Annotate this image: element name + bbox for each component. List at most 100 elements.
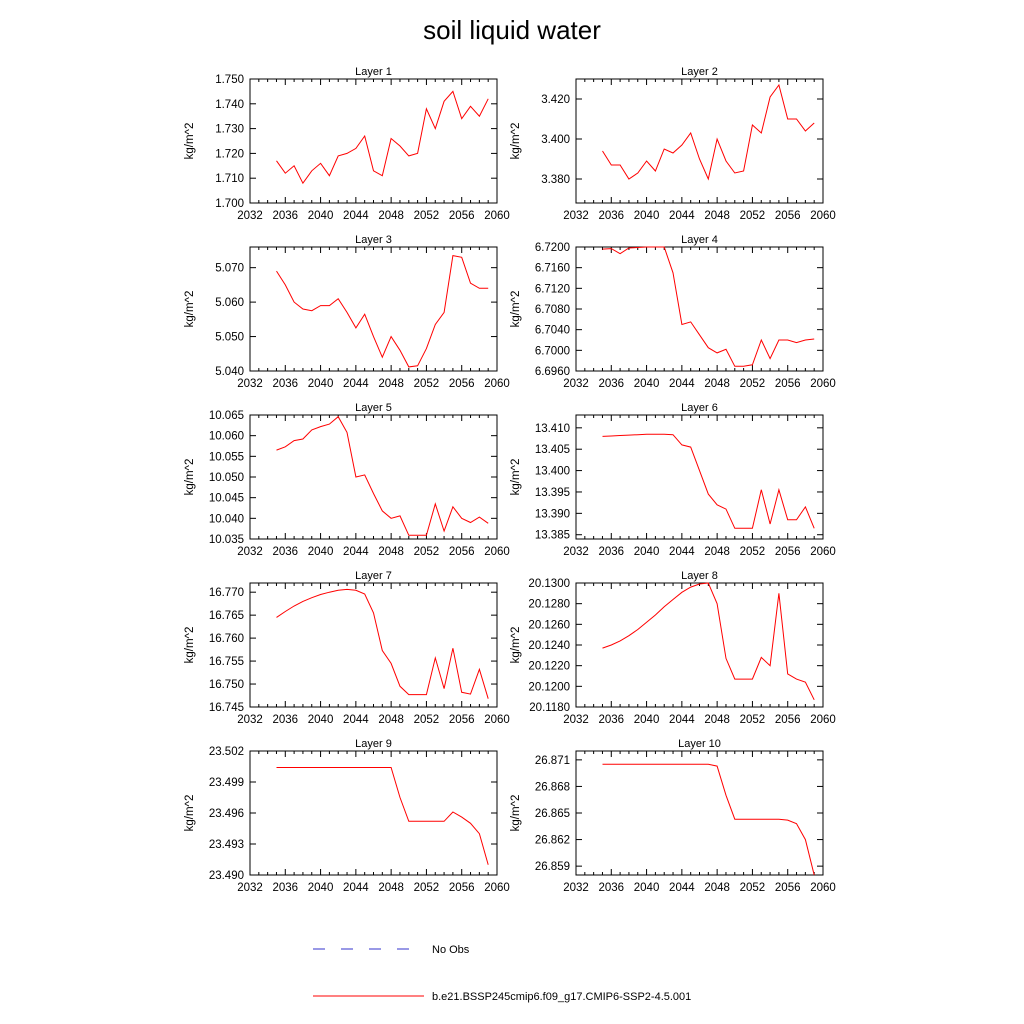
y-tick-label: 5.050 — [215, 332, 244, 344]
x-tick-label: 2040 — [308, 210, 334, 222]
x-tick-label: 2048 — [704, 210, 730, 222]
plot-frame — [249, 78, 498, 204]
x-tick-label: 2040 — [634, 378, 660, 390]
panel-title: Layer 7 — [355, 570, 392, 582]
y-tick-label: 13.390 — [535, 508, 570, 520]
x-tick-label: 2052 — [414, 714, 440, 726]
panel-title: Layer 1 — [355, 66, 392, 78]
y-tick-label: 1.750 — [215, 74, 244, 86]
y-tick-label: 10.045 — [209, 493, 244, 505]
x-tick-label: 2048 — [704, 546, 730, 558]
panels-grid: Layer 1 kg/m^2 2032 2036 2040 2044 2048 2052 205… — [184, 66, 836, 894]
y-tick-label: 13.395 — [535, 487, 570, 499]
y-tick-label: 20.1300 — [528, 578, 570, 590]
x-tick-label: 2060 — [484, 210, 510, 222]
x-tick-label: 2040 — [308, 714, 334, 726]
x-tick-label: 2036 — [598, 882, 624, 894]
x-tick-label: 2048 — [378, 210, 404, 222]
y-tick-label: 5.070 — [215, 263, 244, 275]
x-tick-label: 2052 — [740, 546, 766, 558]
x-tick-label: 2036 — [598, 210, 624, 222]
panel-5: Layer 5 kg/m^2 2032 2036 2040 2044 2048 2052 205… — [184, 402, 510, 558]
y-tick-label: 1.730 — [215, 124, 244, 136]
y-tick-label: 16.750 — [209, 679, 244, 691]
plot-frame — [575, 582, 824, 708]
y-tick-label: 13.405 — [535, 444, 570, 456]
x-tick-label: 2060 — [484, 378, 510, 390]
y-axis-label: kg/m^2 — [184, 459, 196, 496]
legend-obs-label: No Obs — [432, 944, 470, 956]
x-tick-label: 2044 — [669, 882, 695, 894]
x-tick-label: 2044 — [343, 546, 369, 558]
y-tick-label: 26.865 — [535, 808, 570, 820]
y-tick-label: 5.060 — [215, 297, 244, 309]
y-axis-label: kg/m^2 — [184, 123, 196, 160]
x-tick-label: 2060 — [810, 882, 836, 894]
y-axis-label: kg/m^2 — [510, 123, 522, 160]
series-line — [602, 83, 815, 181]
y-tick-label: 1.720 — [215, 148, 244, 160]
y-tick-label: 6.7000 — [535, 345, 570, 357]
x-tick-label: 2056 — [449, 546, 475, 558]
x-tick-label: 2032 — [237, 882, 263, 894]
y-tick-label: 1.740 — [215, 99, 244, 111]
y-tick-label: 1.700 — [215, 198, 244, 210]
panel-8: Layer 8 kg/m^2 2032 2036 2040 2044 2048 2052 205… — [510, 570, 836, 726]
x-tick-label: 2048 — [378, 546, 404, 558]
panel-4: Layer 4 kg/m^2 2032 2036 2040 2044 2048 2052 205… — [510, 234, 836, 390]
y-tick-label: 10.065 — [209, 410, 244, 422]
x-tick-label: 2052 — [414, 546, 440, 558]
y-tick-label: 13.400 — [535, 466, 570, 478]
series-line — [276, 767, 489, 865]
panel-6: Layer 6 kg/m^2 2032 2036 2040 2044 2048 2052 205… — [510, 402, 836, 558]
y-tick-label: 10.035 — [209, 534, 244, 546]
x-tick-label: 2060 — [810, 210, 836, 222]
x-tick-label: 2048 — [378, 714, 404, 726]
y-tick-label: 3.400 — [541, 134, 570, 146]
x-tick-label: 2056 — [449, 714, 475, 726]
y-tick-label: 6.7120 — [535, 283, 570, 295]
y-tick-label: 20.1280 — [528, 599, 570, 611]
x-tick-label: 2040 — [634, 210, 660, 222]
x-tick-label: 2052 — [740, 714, 766, 726]
x-tick-label: 2056 — [775, 546, 801, 558]
y-tick-label: 10.040 — [209, 513, 244, 525]
x-tick-label: 2060 — [484, 714, 510, 726]
x-tick-label: 2056 — [449, 210, 475, 222]
panel-title: Layer 5 — [355, 402, 392, 414]
series-line — [276, 90, 489, 185]
y-tick-label: 16.765 — [209, 610, 244, 622]
plot-frame — [249, 582, 498, 708]
x-tick-label: 2048 — [378, 882, 404, 894]
panel-title: Layer 3 — [355, 234, 392, 246]
y-tick-label: 6.6960 — [535, 366, 570, 378]
plot-frame — [249, 750, 498, 876]
y-tick-label: 3.420 — [541, 94, 570, 106]
y-tick-label: 23.496 — [209, 808, 244, 820]
x-tick-label: 2032 — [237, 378, 263, 390]
x-tick-label: 2032 — [563, 882, 589, 894]
x-tick-label: 2036 — [272, 378, 298, 390]
x-tick-label: 2048 — [704, 882, 730, 894]
y-tick-label: 26.859 — [535, 861, 570, 873]
x-tick-label: 2036 — [598, 378, 624, 390]
x-tick-label: 2036 — [272, 882, 298, 894]
series-line — [276, 415, 489, 536]
x-tick-label: 2044 — [343, 210, 369, 222]
panel-title: Layer 10 — [678, 738, 721, 750]
x-tick-label: 2036 — [272, 210, 298, 222]
x-tick-label: 2056 — [775, 882, 801, 894]
x-tick-label: 2060 — [810, 714, 836, 726]
y-tick-label: 16.755 — [209, 656, 244, 668]
x-tick-label: 2032 — [563, 378, 589, 390]
x-tick-label: 2056 — [775, 378, 801, 390]
y-axis-label: kg/m^2 — [184, 627, 196, 664]
x-tick-label: 2040 — [308, 378, 334, 390]
x-tick-label: 2044 — [343, 378, 369, 390]
series-line — [276, 588, 489, 699]
x-tick-label: 2052 — [414, 210, 440, 222]
y-tick-label: 23.499 — [209, 777, 244, 789]
panel-7: Layer 7 kg/m^2 2032 2036 2040 2044 2048 2052 205… — [184, 570, 510, 726]
panel-1: Layer 1 kg/m^2 2032 2036 2040 2044 2048 2052 205… — [184, 66, 510, 222]
legend: No Obs b.e21.BSSP245cmip6.f09_g17.CMIP6-… — [313, 944, 691, 1003]
